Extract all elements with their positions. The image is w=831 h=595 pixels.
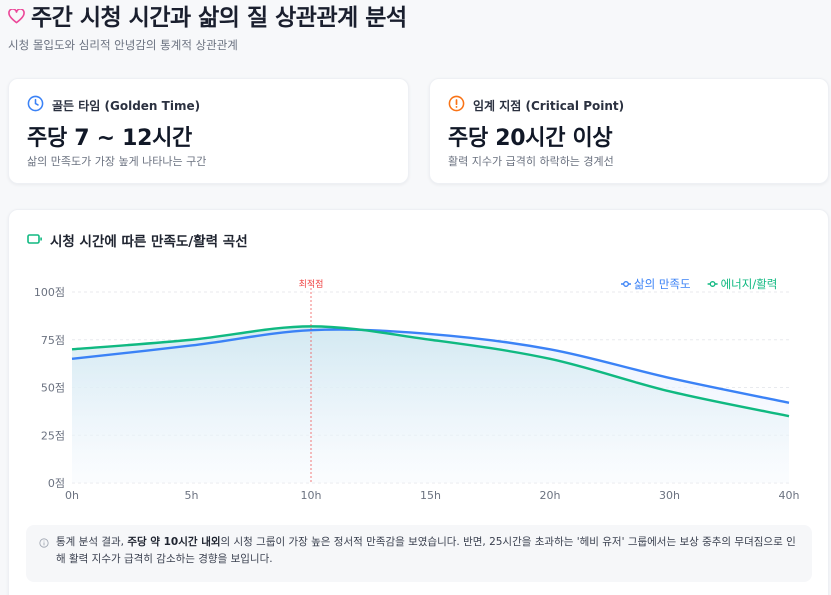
- critical-point-card: 임계 지점 (Critical Point) 주당 20시간 이상 활력 지수가…: [429, 78, 829, 184]
- svg-text:삶의 만족도: 삶의 만족도: [634, 277, 691, 291]
- clock-icon: [27, 95, 44, 115]
- energy-line: [71, 325, 790, 418]
- x-tick-label: 20h: [540, 489, 561, 502]
- golden-time-card: 골든 타임 (Golden Time) 주당 7 ~ 12시간 삶의 만족도가 …: [8, 78, 409, 184]
- x-tick-label: 5h: [185, 489, 199, 502]
- info-icon: [39, 537, 49, 554]
- kpi-value: 주당 7 ~ 12시간: [27, 126, 192, 151]
- kpi-value: 주당 20시간 이상: [448, 126, 613, 151]
- chart-title: 시청 시간에 따른 만족도/활력 곡선: [50, 234, 248, 250]
- legend-item-satisfaction[interactable]: 삶의 만족도: [621, 277, 691, 291]
- kpi-label: 골든 타임 (Golden Time): [52, 98, 201, 113]
- satisfaction-line: [71, 328, 790, 404]
- line-chart: 0점 25점 50점 75점 100점 0h 5h 10h 15h 20h 30h 40h 최적점 삶의 …: [34, 277, 800, 502]
- y-tick-label: 100점: [34, 286, 65, 299]
- note-text: 통계 분석 결과, 주당 약 10시간 내외의 시청 그룹이 가장 높은 정서적…: [56, 536, 796, 565]
- kpi-description: 삶의 만족도가 가장 높게 나타나는 구간: [27, 155, 207, 168]
- y-tick-label: 75점: [41, 334, 65, 347]
- svg-text:에너지/활력: 에너지/활력: [721, 277, 778, 291]
- y-tick-label: 0점: [48, 477, 65, 490]
- page-header: 주간 시청 시간과 삶의 질 상관관계 분석 시청 몰입도와 심리적 안녕감의 …: [8, 2, 407, 53]
- page-title: 주간 시청 시간과 삶의 질 상관관계 분석: [31, 5, 407, 31]
- legend-item-energy[interactable]: 에너지/활력: [707, 277, 778, 291]
- x-tick-label: 30h: [659, 489, 680, 502]
- chart-card: 시청 시간에 따른 만족도/활력 곡선 0점 25점 50점 75점 100점 0h 5h 1…: [8, 209, 829, 595]
- alert-circle-icon: [448, 95, 465, 115]
- optimal-marker-label: 최적점: [299, 278, 324, 290]
- page-subtitle: 시청 몰입도와 심리적 안녕감의 통계적 상관관계: [8, 38, 238, 52]
- battery-icon: [27, 232, 43, 248]
- x-tick-label: 0h: [65, 489, 79, 502]
- x-tick-label: 15h: [420, 489, 441, 502]
- kpi-label: 임계 지점 (Critical Point): [473, 98, 625, 113]
- y-tick-label: 50점: [41, 382, 65, 395]
- x-tick-label: 40h: [779, 489, 800, 502]
- y-tick-label: 25점: [41, 429, 65, 442]
- heart-icon: [8, 7, 25, 28]
- x-tick-label: 10h: [301, 489, 322, 502]
- kpi-description: 활력 지수가 급격히 하락하는 경계선: [448, 155, 614, 168]
- insight-note: 통계 분석 결과, 주당 약 10시간 내외의 시청 그룹이 가장 높은 정서적…: [26, 525, 812, 582]
